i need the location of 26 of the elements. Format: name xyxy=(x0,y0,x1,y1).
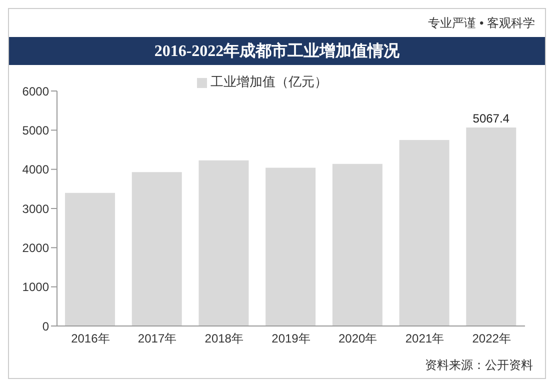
y-tick-label: 2000 xyxy=(22,240,50,255)
bar xyxy=(198,160,249,326)
data-label: 5067.4 xyxy=(472,112,510,126)
bar xyxy=(466,128,516,326)
x-tick-label: 2020年 xyxy=(338,332,378,346)
x-tick-label: 2019年 xyxy=(272,332,310,346)
x-tick-label: 2018年 xyxy=(204,332,244,346)
x-tick-label: 2016年 xyxy=(71,332,110,346)
x-tick-label: 2021年 xyxy=(405,332,444,346)
x-tick-label: 2022年 xyxy=(472,332,511,346)
x-tick-label: 2017年 xyxy=(138,332,177,346)
bar xyxy=(332,164,382,326)
y-tick-label: 3000 xyxy=(22,202,50,216)
chart-title: 2016-2022年成都市工业增加值情况 xyxy=(9,37,545,65)
y-tick-label: 0 xyxy=(42,319,50,334)
text: 专业严谨 • 客观科学 xyxy=(427,14,536,32)
bar xyxy=(399,140,450,326)
y-tick-label: 1000 xyxy=(22,280,50,294)
bar xyxy=(132,172,182,326)
text: 资料来源：公开资料 xyxy=(425,357,533,374)
bar xyxy=(266,168,316,326)
bar xyxy=(65,192,115,326)
y-tick-label: 4000 xyxy=(22,162,50,177)
y-tick-label: 5000 xyxy=(22,123,50,138)
y-tick-label: 6000 xyxy=(22,84,50,98)
legend-label: 工业增加值（亿元） xyxy=(210,74,328,89)
